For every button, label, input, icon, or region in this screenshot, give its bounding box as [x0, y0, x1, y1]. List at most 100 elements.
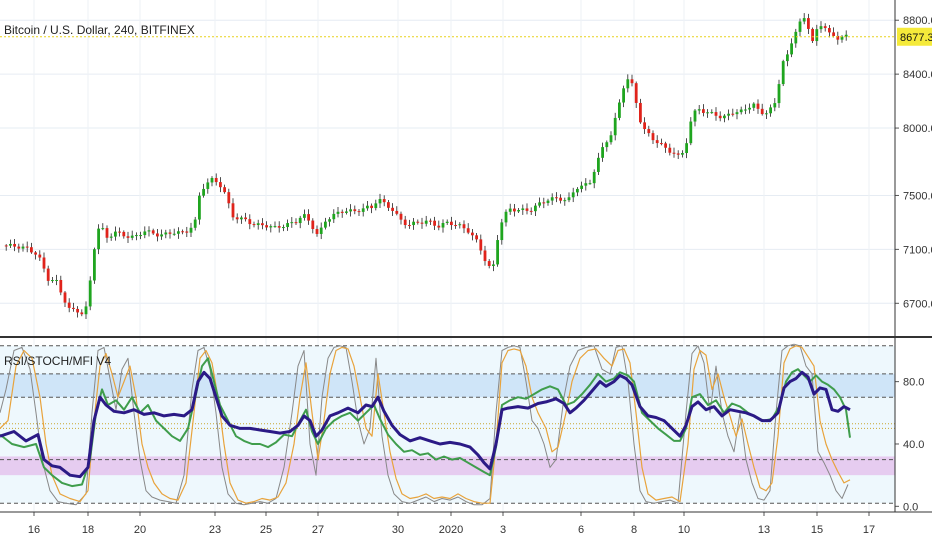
candle-body[interactable] [731, 113, 735, 115]
candle-body[interactable] [139, 235, 142, 237]
candle-body[interactable] [80, 312, 84, 315]
candle-body[interactable] [361, 208, 365, 212]
candle-body[interactable] [416, 221, 420, 223]
candle-body[interactable] [639, 102, 642, 123]
candle-body[interactable] [240, 217, 243, 220]
candle-body[interactable] [46, 268, 50, 281]
candle-body[interactable] [681, 153, 684, 155]
oscillator-series-line[interactable] [0, 370, 851, 479]
candle-body[interactable] [88, 280, 92, 307]
candle-body[interactable] [198, 195, 201, 220]
candle-body[interactable] [542, 202, 546, 204]
candle-body[interactable] [84, 306, 88, 315]
candle-body[interactable] [697, 109, 701, 111]
candle-body[interactable] [819, 26, 823, 30]
candle-body[interactable] [55, 279, 58, 281]
candle-body[interactable] [676, 153, 680, 155]
candle-body[interactable] [546, 200, 550, 204]
candle-body[interactable] [328, 219, 331, 222]
candle-body[interactable] [483, 250, 487, 262]
candle-body[interactable] [391, 207, 394, 211]
candle-body[interactable] [534, 205, 537, 212]
candle-body[interactable] [17, 246, 21, 249]
candle-body[interactable] [744, 109, 747, 111]
candle-body[interactable] [739, 109, 743, 113]
candle-body[interactable] [412, 221, 415, 226]
candle-body[interactable] [609, 135, 613, 143]
candle-body[interactable] [265, 225, 268, 228]
candle-body[interactable] [765, 113, 768, 115]
candle-body[interactable] [462, 224, 466, 229]
candle-body[interactable] [67, 302, 71, 308]
candle-body[interactable] [790, 43, 793, 55]
candle-body[interactable] [471, 232, 474, 236]
candle-body[interactable] [840, 36, 844, 40]
candle-body[interactable] [647, 129, 651, 134]
candle-body[interactable] [823, 26, 827, 29]
candle-body[interactable] [202, 188, 205, 196]
candle-body[interactable] [370, 205, 373, 209]
candle-body[interactable] [458, 224, 462, 226]
candle-body[interactable] [227, 192, 231, 204]
candle-body[interactable] [786, 54, 789, 62]
candle-body[interactable] [660, 143, 663, 145]
candle-body[interactable] [584, 183, 588, 186]
candle-body[interactable] [210, 177, 214, 183]
candle-body[interactable] [105, 228, 109, 238]
candle-body[interactable] [836, 35, 840, 40]
candle-body[interactable] [135, 235, 138, 237]
candle-body[interactable] [811, 28, 814, 42]
candle-body[interactable] [206, 182, 210, 189]
candle-body[interactable] [395, 210, 399, 214]
candle-body[interactable] [529, 210, 533, 212]
candle-body[interactable] [93, 249, 96, 281]
candle-body[interactable] [689, 121, 693, 144]
candle-body[interactable] [802, 18, 806, 22]
candle-body[interactable] [513, 208, 516, 212]
candle-body[interactable] [521, 208, 525, 210]
candle-body[interactable] [332, 213, 336, 220]
candle-body[interactable] [496, 240, 499, 265]
candle-body[interactable] [597, 157, 600, 172]
candle-body[interactable] [693, 110, 697, 122]
candle-body[interactable] [34, 252, 37, 255]
candle-body[interactable] [349, 209, 352, 212]
candle-body[interactable] [130, 235, 134, 238]
candle-body[interactable] [261, 223, 264, 226]
candle-body[interactable] [424, 220, 428, 224]
candle-body[interactable] [336, 211, 340, 214]
candle-body[interactable] [571, 192, 575, 198]
candle-body[interactable] [630, 79, 634, 84]
candle-body[interactable] [366, 205, 369, 209]
candle-body[interactable] [433, 220, 436, 226]
candle-body[interactable] [538, 202, 541, 206]
candle-body[interactable] [168, 232, 172, 234]
candle-body[interactable] [844, 34, 848, 37]
candle-body[interactable] [231, 203, 235, 218]
candle-body[interactable] [219, 182, 222, 188]
candle-body[interactable] [126, 236, 130, 238]
candle-body[interactable] [21, 246, 25, 249]
candle-body[interactable] [626, 79, 630, 89]
candle-body[interactable] [114, 231, 117, 237]
candle-body[interactable] [576, 188, 579, 193]
candle-body[interactable] [59, 279, 63, 293]
candle-body[interactable] [244, 217, 247, 220]
candle-body[interactable] [185, 231, 189, 233]
candle-body[interactable] [664, 143, 667, 148]
candle-body[interactable] [109, 236, 113, 238]
candle-body[interactable] [773, 103, 777, 108]
candle-body[interactable] [555, 197, 558, 199]
candle-body[interactable] [235, 217, 239, 220]
candle-body[interactable] [702, 109, 705, 113]
candle-body[interactable] [30, 247, 33, 253]
candle-body[interactable] [613, 117, 617, 136]
candle-body[interactable] [151, 230, 155, 234]
candle-body[interactable] [622, 88, 625, 103]
candle-body[interactable] [403, 219, 407, 226]
candle-body[interactable] [290, 222, 294, 224]
candle-body[interactable] [580, 185, 583, 189]
candle-body[interactable] [294, 222, 298, 224]
candle-body[interactable] [298, 217, 302, 224]
candle-body[interactable] [353, 209, 357, 212]
